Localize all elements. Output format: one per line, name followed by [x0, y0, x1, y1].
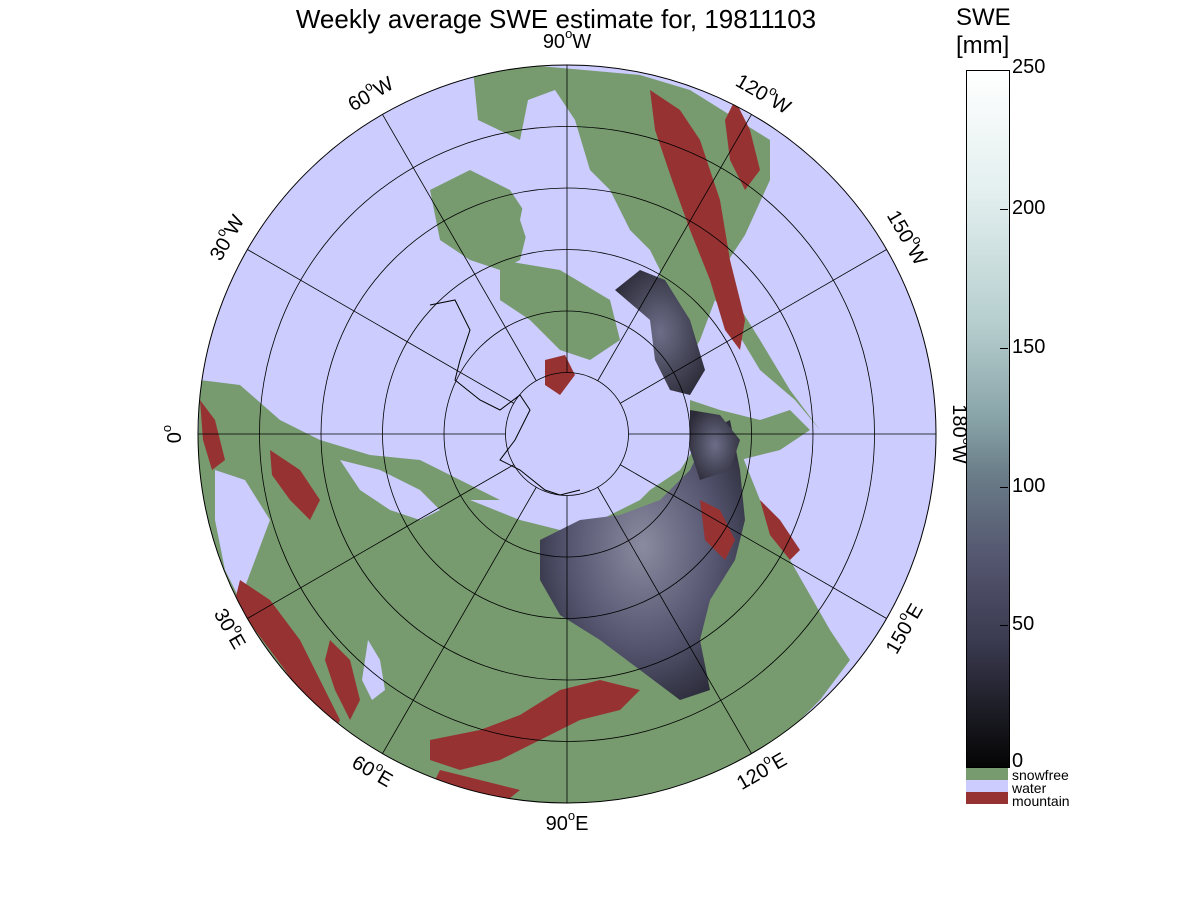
land-layer	[198, 65, 850, 803]
arctic-coast-water	[470, 480, 660, 530]
longitude-label: 60oW	[342, 69, 397, 116]
land-greenland	[430, 170, 530, 270]
mountain-alps	[235, 580, 340, 740]
mountain-east-siberia	[700, 500, 735, 560]
colorbar-tick: 150	[1012, 336, 1046, 358]
colorbar-tick: 200	[1012, 197, 1046, 219]
mountain-scandinavia	[270, 450, 320, 520]
colorbar-tick: 0	[1012, 750, 1024, 772]
meridian-line	[620, 249, 887, 404]
mountain-kamchatka	[760, 500, 800, 560]
category-label-snowfree: snowfree	[1012, 767, 1069, 783]
meridian-line	[620, 464, 887, 619]
swe-siberia	[540, 420, 745, 700]
longitude-label: 0o	[159, 425, 186, 443]
land-arctic-islands	[500, 260, 620, 360]
swatch-water	[966, 780, 1008, 792]
meridian-line	[247, 249, 514, 404]
colorbar-tickmark	[1000, 487, 1008, 488]
mountain-rockies	[650, 90, 745, 350]
colorbar-tickmark	[1000, 625, 1008, 626]
swatch-snowfree	[966, 768, 1008, 780]
meridian-line	[597, 114, 752, 381]
meridian-line	[382, 114, 537, 381]
caspian-sea	[362, 640, 385, 700]
mountain-west-europe	[200, 400, 225, 470]
longitude-label: 90oE	[546, 808, 589, 835]
colorbar-tick: 250	[1012, 56, 1046, 78]
graticule	[198, 65, 936, 803]
mountain-caucasus-iran	[325, 640, 360, 720]
mountain-ellesmere	[545, 355, 575, 395]
land-japan	[798, 600, 830, 690]
colorbar-tick: 100	[1012, 475, 1046, 497]
category-label-mountain: mountain	[1012, 793, 1070, 809]
meridian-line	[382, 487, 537, 754]
colorbar-tickmark	[1000, 348, 1008, 349]
colorbar-tick: 50	[1012, 613, 1035, 635]
colorbar-unit-line1: SWE	[956, 4, 1011, 31]
colorbar-unit-line2: [mm]	[956, 32, 1010, 59]
map-title: Weekly average SWE estimate for, 1981110…	[295, 4, 817, 34]
longitude-label: 30oW	[202, 209, 249, 264]
longitude-label: 90oW	[543, 26, 591, 53]
colorbar-gradient	[966, 70, 1010, 768]
swatch-mountain	[966, 792, 1008, 804]
hudson-bay	[520, 195, 585, 300]
swe-alaska	[690, 410, 740, 480]
inland-water-west	[215, 470, 270, 600]
category-label-water: water	[1012, 780, 1047, 796]
map-boundary	[197, 64, 937, 804]
mountain-himalaya	[430, 680, 640, 770]
meridian-line	[247, 464, 514, 619]
mountain-coast-range	[725, 100, 760, 190]
colorbar-tickmark	[1000, 209, 1008, 210]
swe-canada	[615, 270, 705, 395]
meridian-line	[597, 487, 752, 754]
baltic-sea	[340, 460, 440, 520]
arctic-ocean-outline	[429, 299, 581, 496]
